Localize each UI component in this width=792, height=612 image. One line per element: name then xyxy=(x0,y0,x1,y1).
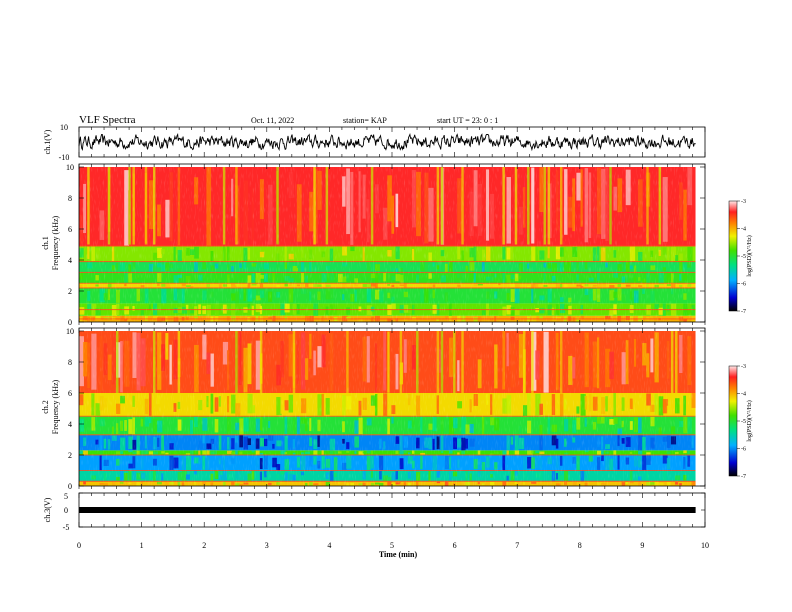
ch2-spectrogram-panel: 0 2 4 6 8 10 ch.2 Frequency (kHz) xyxy=(41,327,706,491)
colorbar-tick-label: -4 xyxy=(741,392,746,398)
time-tick-label: 7 xyxy=(515,541,519,550)
spectrogram-empty-tail xyxy=(695,331,705,486)
freq-tick-label: 10 xyxy=(66,327,74,336)
ch1-ytick-top: 10 xyxy=(60,123,68,132)
ch1-colorbar-gradient xyxy=(728,200,738,312)
ch1-spectrogram-ylabel-line1: ch.1 xyxy=(41,236,50,250)
freq-tick-label: 2 xyxy=(68,287,72,296)
time-tick-label: 3 xyxy=(265,541,269,550)
ch1-freq-ticks: 0 2 4 6 8 10 xyxy=(66,163,706,327)
spectrogram-cell xyxy=(691,334,696,380)
freq-tick-label: 6 xyxy=(68,389,72,398)
ch1-ytick-bottom: -10 xyxy=(59,153,70,162)
time-tick-label: 9 xyxy=(640,541,644,550)
ch3-ytick-top: 5 xyxy=(64,492,68,501)
ch1-spectrogram-ylabel-line2: Frequency (kHz) xyxy=(51,215,60,270)
ch2-colorbar-ticks: -3 -4 -5 -6 -7 xyxy=(737,364,746,480)
ch1-waveform-series xyxy=(78,132,696,152)
time-tick-label: 10 xyxy=(701,541,709,550)
ch1-waveform-line xyxy=(78,132,696,152)
colorbar-tick-label: -6 xyxy=(741,282,746,288)
date-label: Oct. 11, 2022 xyxy=(251,116,294,125)
time-tick-label: 8 xyxy=(578,541,582,550)
ch2-speckle-overlay xyxy=(79,330,693,486)
colorbar-tick-label: -3 xyxy=(741,364,746,370)
ch3-waveform-ticks xyxy=(78,492,706,528)
ch3-waveform-line xyxy=(79,507,696,513)
spectrogram-cell xyxy=(691,393,696,408)
ch2-colorbar-gradient xyxy=(728,365,738,477)
ch2-spectrogram-ylabel-line1: ch.2 xyxy=(41,400,50,414)
colorbar-tick-label: -6 xyxy=(741,447,746,453)
station-label: station= KAP xyxy=(343,116,387,125)
freq-tick-label: 6 xyxy=(68,225,72,234)
time-tick-label: 6 xyxy=(453,541,457,550)
ch1-speckle-overlay xyxy=(79,167,693,322)
ch3-ytick-bottom: -5 xyxy=(63,523,70,532)
ch2-colorbar-label: log(PSD)(V²/Hz) xyxy=(746,400,753,441)
colorbar-tick-label: -5 xyxy=(741,419,746,425)
ch1-waveform-panel: 10 -10 ch.1(V) xyxy=(43,123,706,162)
ch2-freq-ticks: 0 2 4 6 8 10 xyxy=(66,327,706,491)
ch1-spectrogram-panel: 0 2 4 6 8 10 ch.1 Frequency (kHz) xyxy=(41,163,706,327)
spectrogram-empty-tail xyxy=(695,167,705,322)
ch1-colorbar-label: log(PSD)(V²/Hz) xyxy=(746,235,753,276)
colorbar-tick-label: -4 xyxy=(741,227,746,233)
time-tick-label: 5 xyxy=(390,541,394,550)
ch3-waveform-series xyxy=(79,507,696,513)
time-tick-label: 0 xyxy=(77,541,81,550)
freq-tick-label: 4 xyxy=(68,256,72,265)
time-tick-label: 2 xyxy=(202,541,206,550)
time-tick-label: 4 xyxy=(327,541,331,550)
colorbar-tick-label: -3 xyxy=(741,199,746,205)
ch3-waveform-ylabel: ch.3(V) xyxy=(43,497,52,522)
freq-tick-label: 10 xyxy=(66,163,74,172)
freq-tick-label: 8 xyxy=(68,358,72,367)
time-axis-tick-labels: 0 1 2 3 4 5 6 7 8 9 10 xyxy=(77,541,709,550)
colorbar-tick-label: -7 xyxy=(741,474,746,480)
ch1-waveform-ylabel: ch.1(V) xyxy=(43,129,52,154)
ch3-ytick-mid: 0 xyxy=(64,506,68,515)
spectrogram-cell xyxy=(691,481,696,486)
time-axis-label: Time (min) xyxy=(379,550,418,559)
figure-title: VLF Spectra xyxy=(79,114,136,126)
ch1-colorbar-ticks: -3 -4 -5 -6 -7 xyxy=(737,199,746,315)
ch1-colorbar: -3 -4 -5 -6 -7 log(PSD)(V²/Hz) xyxy=(728,199,753,315)
freq-tick-label: 2 xyxy=(68,451,72,460)
start-time-label: start UT = 23: 0 : 1 xyxy=(437,116,498,125)
ch2-colorbar: -3 -4 -5 -6 -7 log(PSD)(V²/Hz) xyxy=(728,364,753,480)
ch1-waveform-ticks xyxy=(78,127,706,157)
ch2-spectrogram-ylabel-line2: Frequency (kHz) xyxy=(51,379,60,434)
colorbar-tick-label: -5 xyxy=(741,254,746,260)
colorbar-tick-label: -7 xyxy=(741,309,746,315)
freq-tick-label: 0 xyxy=(68,482,72,491)
ch3-waveform-panel: 5 0 -5 ch.3(V) xyxy=(43,492,706,532)
freq-tick-label: 8 xyxy=(68,194,72,203)
time-tick-label: 1 xyxy=(140,541,144,550)
freq-tick-label: 0 xyxy=(68,318,72,327)
freq-tick-label: 4 xyxy=(68,420,72,429)
